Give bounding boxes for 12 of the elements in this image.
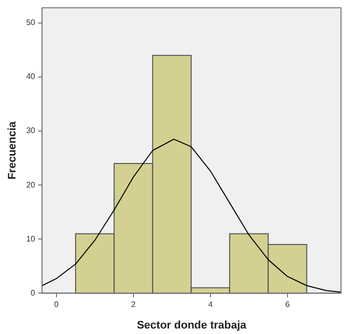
y-tick-label: 50: [26, 18, 36, 28]
y-tick-label: 10: [26, 234, 36, 244]
y-tick-label: 40: [26, 72, 36, 82]
x-tick-label: 0: [54, 300, 60, 310]
y-tick-label: 20: [26, 180, 36, 190]
y-tick-label: 30: [26, 126, 36, 136]
x-axis-title: Sector donde trabaja: [136, 319, 248, 332]
y-tick-label: 0: [30, 288, 36, 298]
x-tick-label: 4: [208, 300, 214, 310]
x-tick-label: 6: [285, 300, 290, 310]
y-axis-title: Frecuencia: [6, 120, 19, 180]
x-tick-label: 2: [131, 300, 136, 310]
